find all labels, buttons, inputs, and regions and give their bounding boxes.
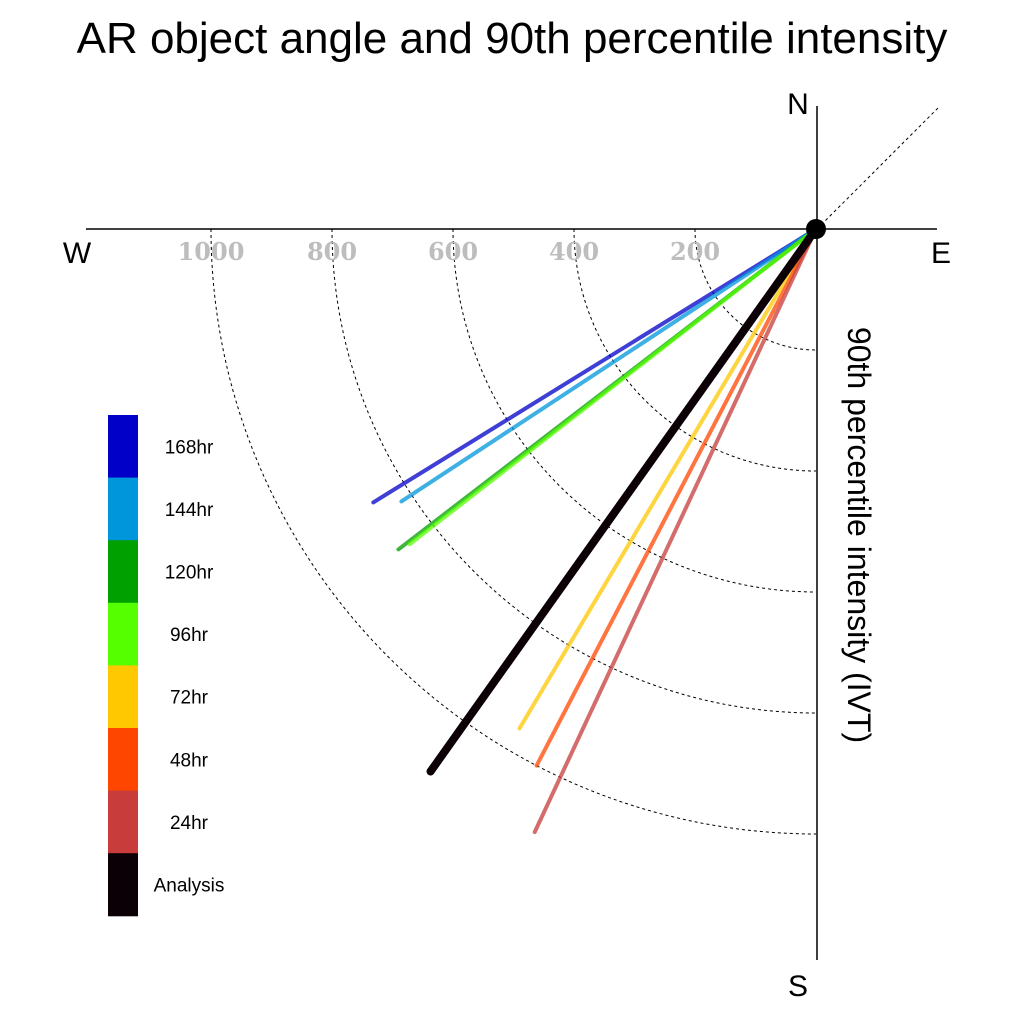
legend-label-144hr: 144hr: [165, 500, 214, 521]
legend-swatch-72hr: [108, 665, 138, 729]
legend-label-168hr: 168hr: [165, 437, 214, 458]
grid-arc-200: [694, 228, 817, 351]
series-line-analysis: [426, 225, 820, 776]
radial-tick-600: 600: [428, 237, 478, 266]
grid-arc-800: [331, 228, 817, 714]
south-label: S: [788, 970, 808, 1003]
north-label: N: [787, 88, 809, 121]
radial-tick-200: 200: [670, 237, 720, 266]
legend-label-120hr: 120hr: [165, 563, 214, 584]
axis-layer: N S E W 90th percentile intensity (IVT): [63, 88, 951, 1003]
series-line-144hr: [399, 227, 818, 504]
legend-swatch-48hr: [108, 728, 138, 792]
series-line-24hr: [532, 227, 818, 835]
legend-label-72hr: 72hr: [170, 688, 209, 709]
diagonal-reference-line: [816, 105, 941, 230]
east-label: E: [931, 237, 951, 270]
radial-tick-800: 800: [307, 237, 357, 266]
grid-arc-600: [452, 228, 817, 593]
origin-marker: [806, 219, 826, 239]
series-line-48hr: [534, 227, 818, 768]
series-line-96hr: [407, 227, 818, 547]
legend-swatch-144hr: [108, 477, 138, 541]
grid-arc-400: [573, 228, 817, 472]
grid-layer: [210, 228, 817, 835]
radial-tick-400: 400: [549, 237, 599, 266]
legend-label-96hr: 96hr: [170, 625, 209, 646]
legend: 168hr 144hr 120hr 96hr 72hr 48hr 24hr Analysis: [108, 415, 225, 917]
grid-arc-1000: [210, 228, 817, 835]
tick-layer: 200 400 600 800 1000: [178, 237, 720, 266]
legend-swatch-120hr: [108, 540, 138, 604]
legend-label-analysis: Analysis: [154, 876, 225, 897]
west-label: W: [63, 237, 92, 270]
series-layer: [371, 225, 820, 835]
legend-swatch-analysis: [108, 853, 138, 917]
legend-label-24hr: 24hr: [170, 813, 209, 834]
chart-title: AR object angle and 90th percentile inte…: [76, 14, 948, 63]
series-line-72hr: [517, 227, 818, 731]
legend-swatch-24hr: [108, 790, 138, 854]
legend-swatch-96hr: [108, 602, 138, 666]
radial-tick-1000: 1000: [178, 237, 245, 266]
legend-swatch-168hr: [108, 415, 138, 479]
legend-label-48hr: 48hr: [170, 750, 209, 771]
y-axis-label: 90th percentile intensity (IVT): [841, 327, 877, 743]
series-line-168hr: [371, 227, 818, 505]
